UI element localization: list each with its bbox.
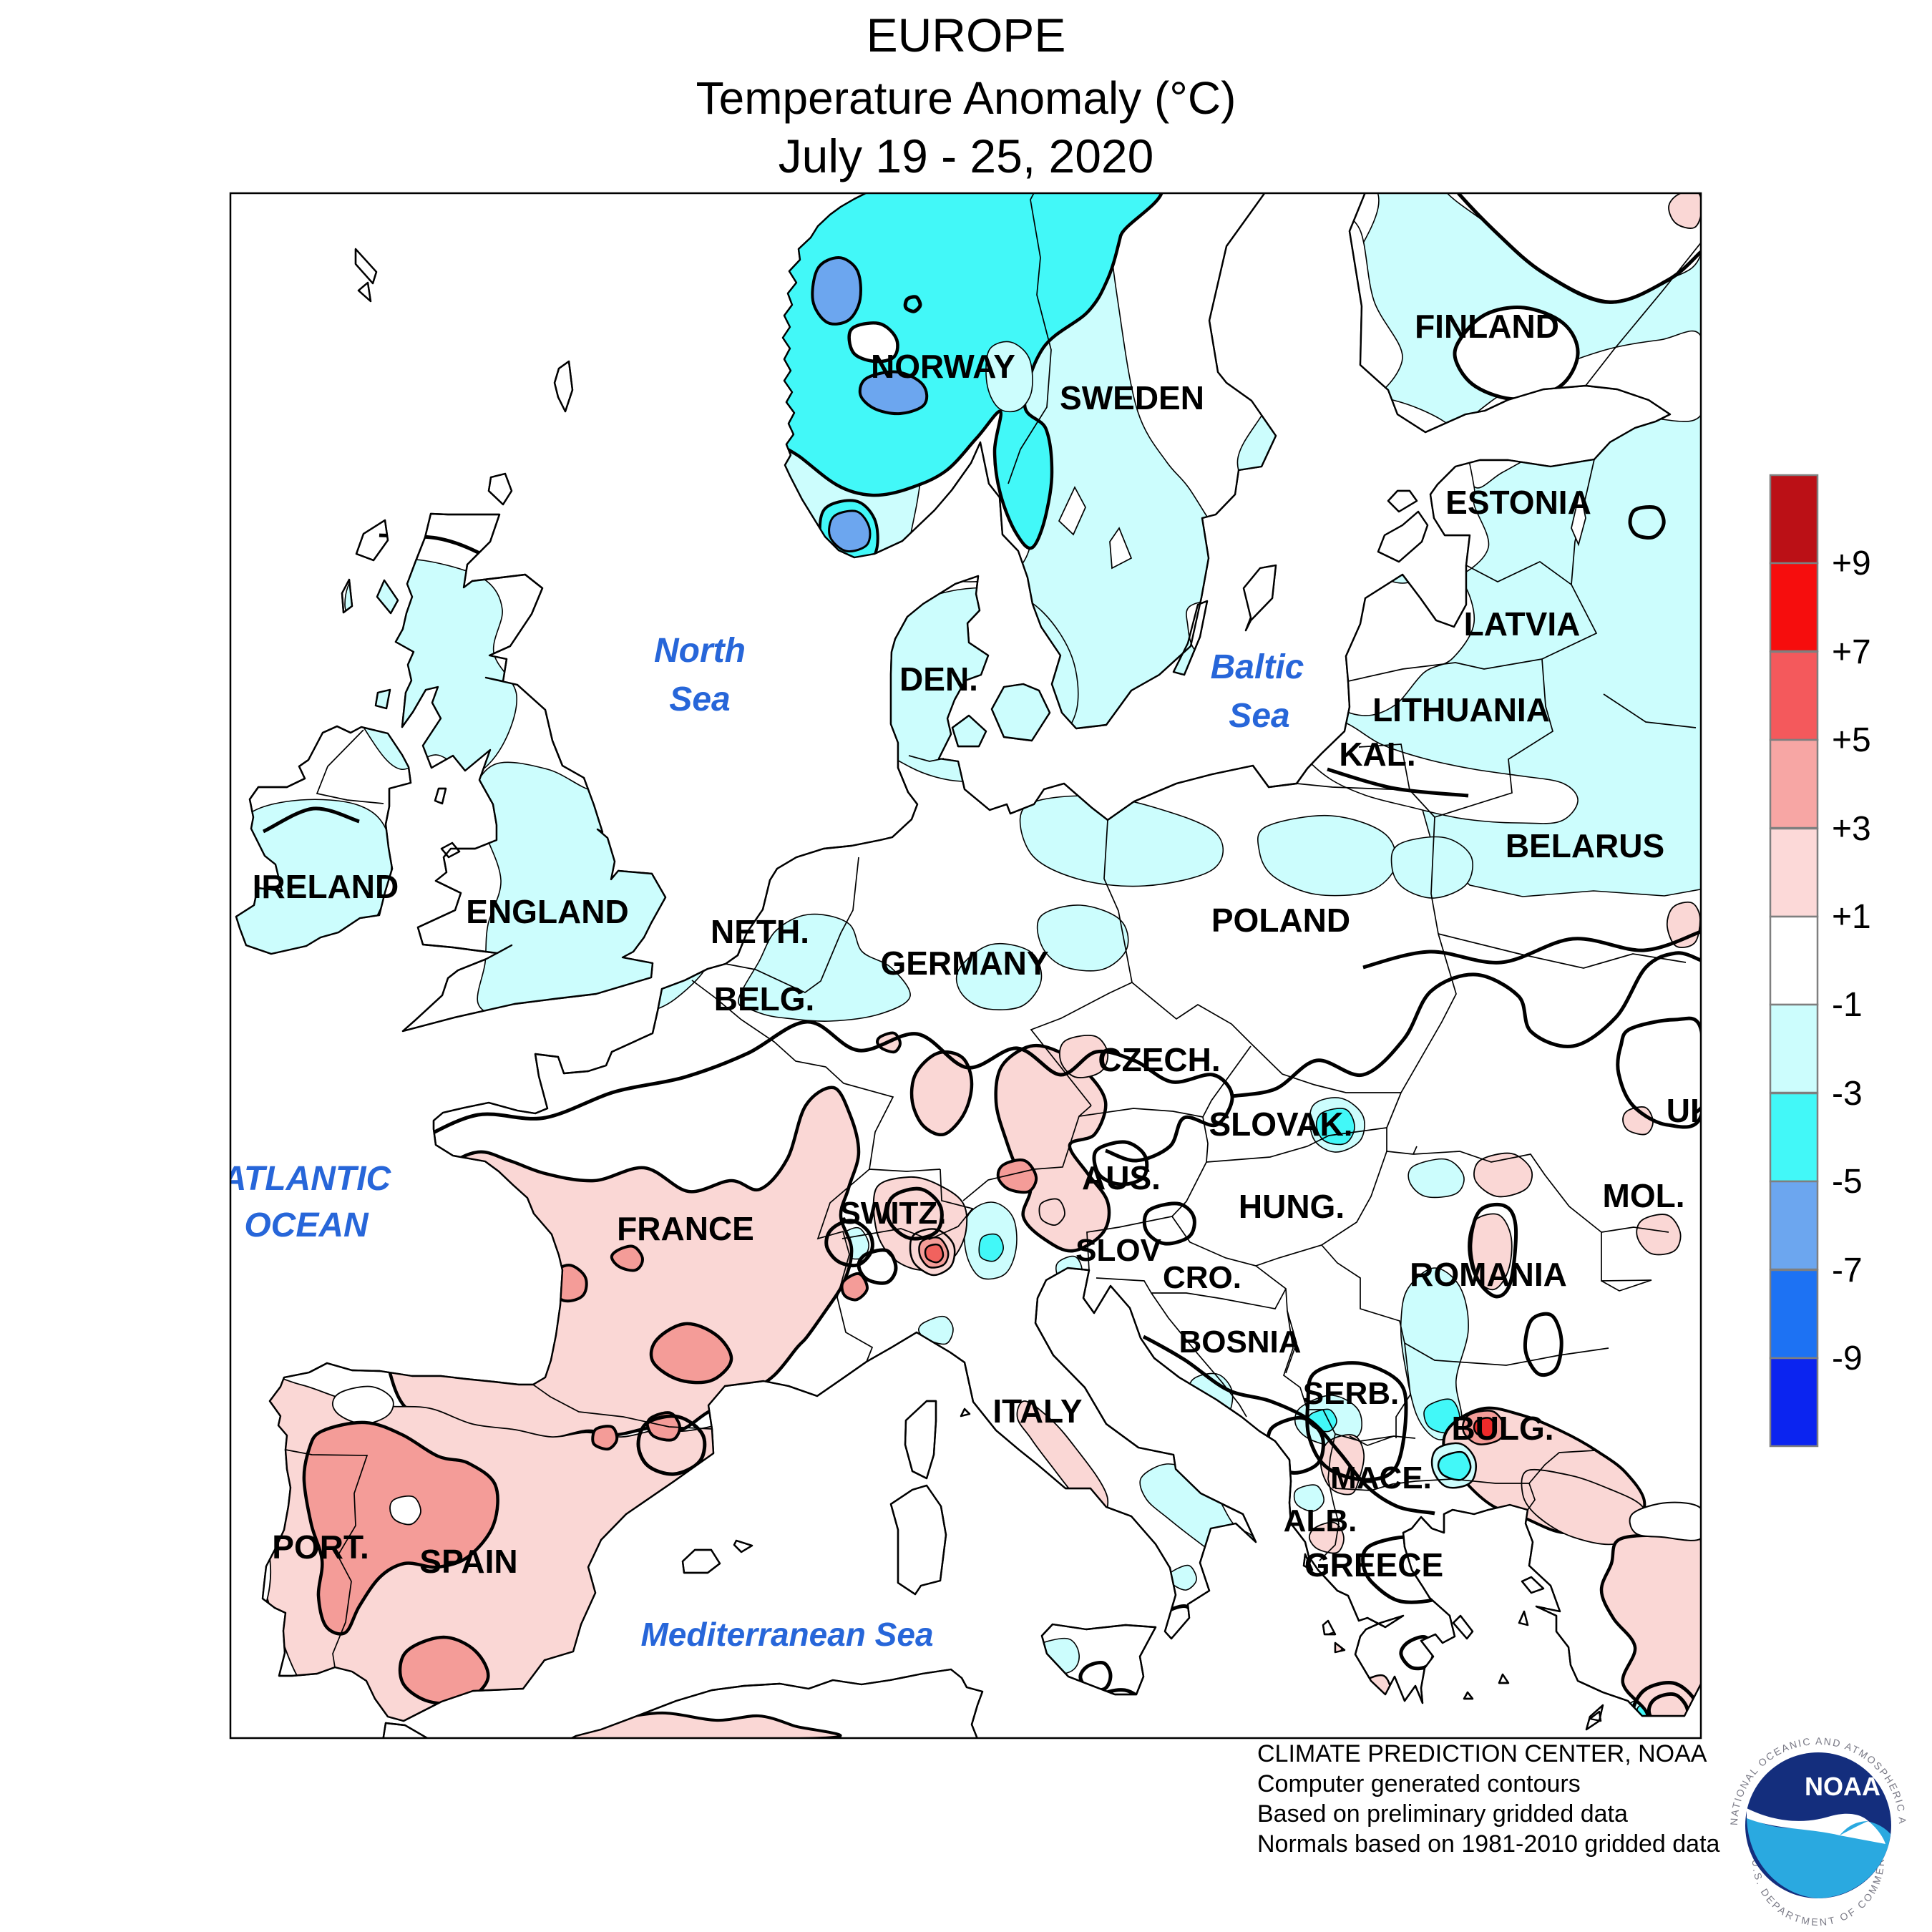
svg-text:-5: -5 — [1832, 1163, 1863, 1201]
svg-text:CZECH.: CZECH. — [1098, 1041, 1220, 1078]
svg-text:Sea: Sea — [669, 680, 730, 718]
svg-text:IRELAND: IRELAND — [253, 868, 399, 905]
svg-text:+1: +1 — [1832, 898, 1871, 936]
svg-text:SWITZ.: SWITZ. — [839, 1196, 946, 1231]
svg-text:ROMANIA: ROMANIA — [1410, 1256, 1567, 1293]
svg-text:PORT.: PORT. — [272, 1528, 369, 1566]
svg-text:Based on preliminary gridded d: Based on preliminary gridded data — [1257, 1800, 1628, 1828]
svg-text:NETH.: NETH. — [711, 913, 809, 950]
svg-text:BELARUS: BELARUS — [1506, 827, 1664, 864]
svg-text:SPAIN: SPAIN — [419, 1543, 517, 1580]
svg-text:BULG.: BULG. — [1451, 1410, 1553, 1447]
svg-text:OCEAN: OCEAN — [244, 1206, 369, 1244]
svg-text:-9: -9 — [1832, 1340, 1863, 1377]
svg-text:CRO.: CRO. — [1163, 1260, 1241, 1295]
svg-text:Computer generated contours: Computer generated contours — [1257, 1770, 1581, 1797]
svg-text:North: North — [654, 632, 746, 670]
svg-text:July 19 - 25, 2020: July 19 - 25, 2020 — [779, 130, 1154, 182]
svg-text:Temperature Anomaly (°C): Temperature Anomaly (°C) — [696, 72, 1236, 124]
svg-text:SERB.: SERB. — [1303, 1376, 1399, 1411]
svg-text:GERMANY: GERMANY — [880, 945, 1048, 982]
svg-text:ITALY: ITALY — [992, 1392, 1082, 1430]
svg-text:BOSNIA: BOSNIA — [1179, 1324, 1301, 1360]
svg-text:LATVIA: LATVIA — [1464, 605, 1581, 643]
svg-text:ENGLAND: ENGLAND — [466, 893, 628, 930]
svg-text:NOAA: NOAA — [1805, 1772, 1880, 1801]
svg-text:Normals based on 1981-2010 gri: Normals based on 1981-2010 gridded data — [1257, 1830, 1720, 1858]
svg-text:NORWAY: NORWAY — [871, 348, 1015, 385]
svg-text:FRANCE: FRANCE — [617, 1210, 754, 1247]
svg-text:+7: +7 — [1832, 633, 1871, 671]
svg-text:BELG.: BELG. — [714, 980, 815, 1018]
svg-text:DEN.: DEN. — [899, 660, 978, 698]
svg-text:-3: -3 — [1832, 1075, 1863, 1113]
svg-text:-1: -1 — [1832, 986, 1863, 1024]
svg-text:SLOVAK.: SLOVAK. — [1209, 1106, 1352, 1143]
svg-text:-7: -7 — [1832, 1252, 1863, 1289]
svg-text:ATLANTIC: ATLANTIC — [221, 1160, 392, 1198]
svg-text:EUROPE: EUROPE — [867, 9, 1066, 62]
svg-text:MOL.: MOL. — [1603, 1177, 1685, 1214]
svg-text:GREECE: GREECE — [1304, 1546, 1443, 1584]
svg-text:ESTONIA: ESTONIA — [1445, 484, 1591, 521]
svg-text:HUNG.: HUNG. — [1239, 1188, 1345, 1225]
svg-text:+9: +9 — [1832, 545, 1871, 582]
svg-text:+5: +5 — [1832, 721, 1871, 759]
svg-text:MACE.: MACE. — [1330, 1460, 1432, 1496]
svg-text:POLAND: POLAND — [1211, 902, 1350, 939]
svg-text:SWEDEN: SWEDEN — [1060, 379, 1204, 416]
svg-text:CLIMATE PREDICTION CENTER, NOA: CLIMATE PREDICTION CENTER, NOAA — [1257, 1740, 1707, 1767]
svg-text:FINLAND: FINLAND — [1415, 308, 1559, 345]
svg-text:SLOV: SLOV — [1075, 1233, 1161, 1268]
svg-text:KAL.: KAL. — [1339, 736, 1415, 773]
svg-text:Mediterranean Sea: Mediterranean Sea — [640, 1616, 933, 1653]
svg-text:LITHUANIA: LITHUANIA — [1372, 691, 1550, 728]
svg-text:ALB.: ALB. — [1284, 1503, 1357, 1538]
svg-text:Baltic: Baltic — [1211, 648, 1304, 686]
svg-text:Sea: Sea — [1229, 697, 1289, 735]
svg-text:UK: UK — [1667, 1092, 1714, 1129]
svg-text:+3: +3 — [1832, 810, 1871, 848]
svg-text:AUS.: AUS. — [1082, 1159, 1161, 1196]
